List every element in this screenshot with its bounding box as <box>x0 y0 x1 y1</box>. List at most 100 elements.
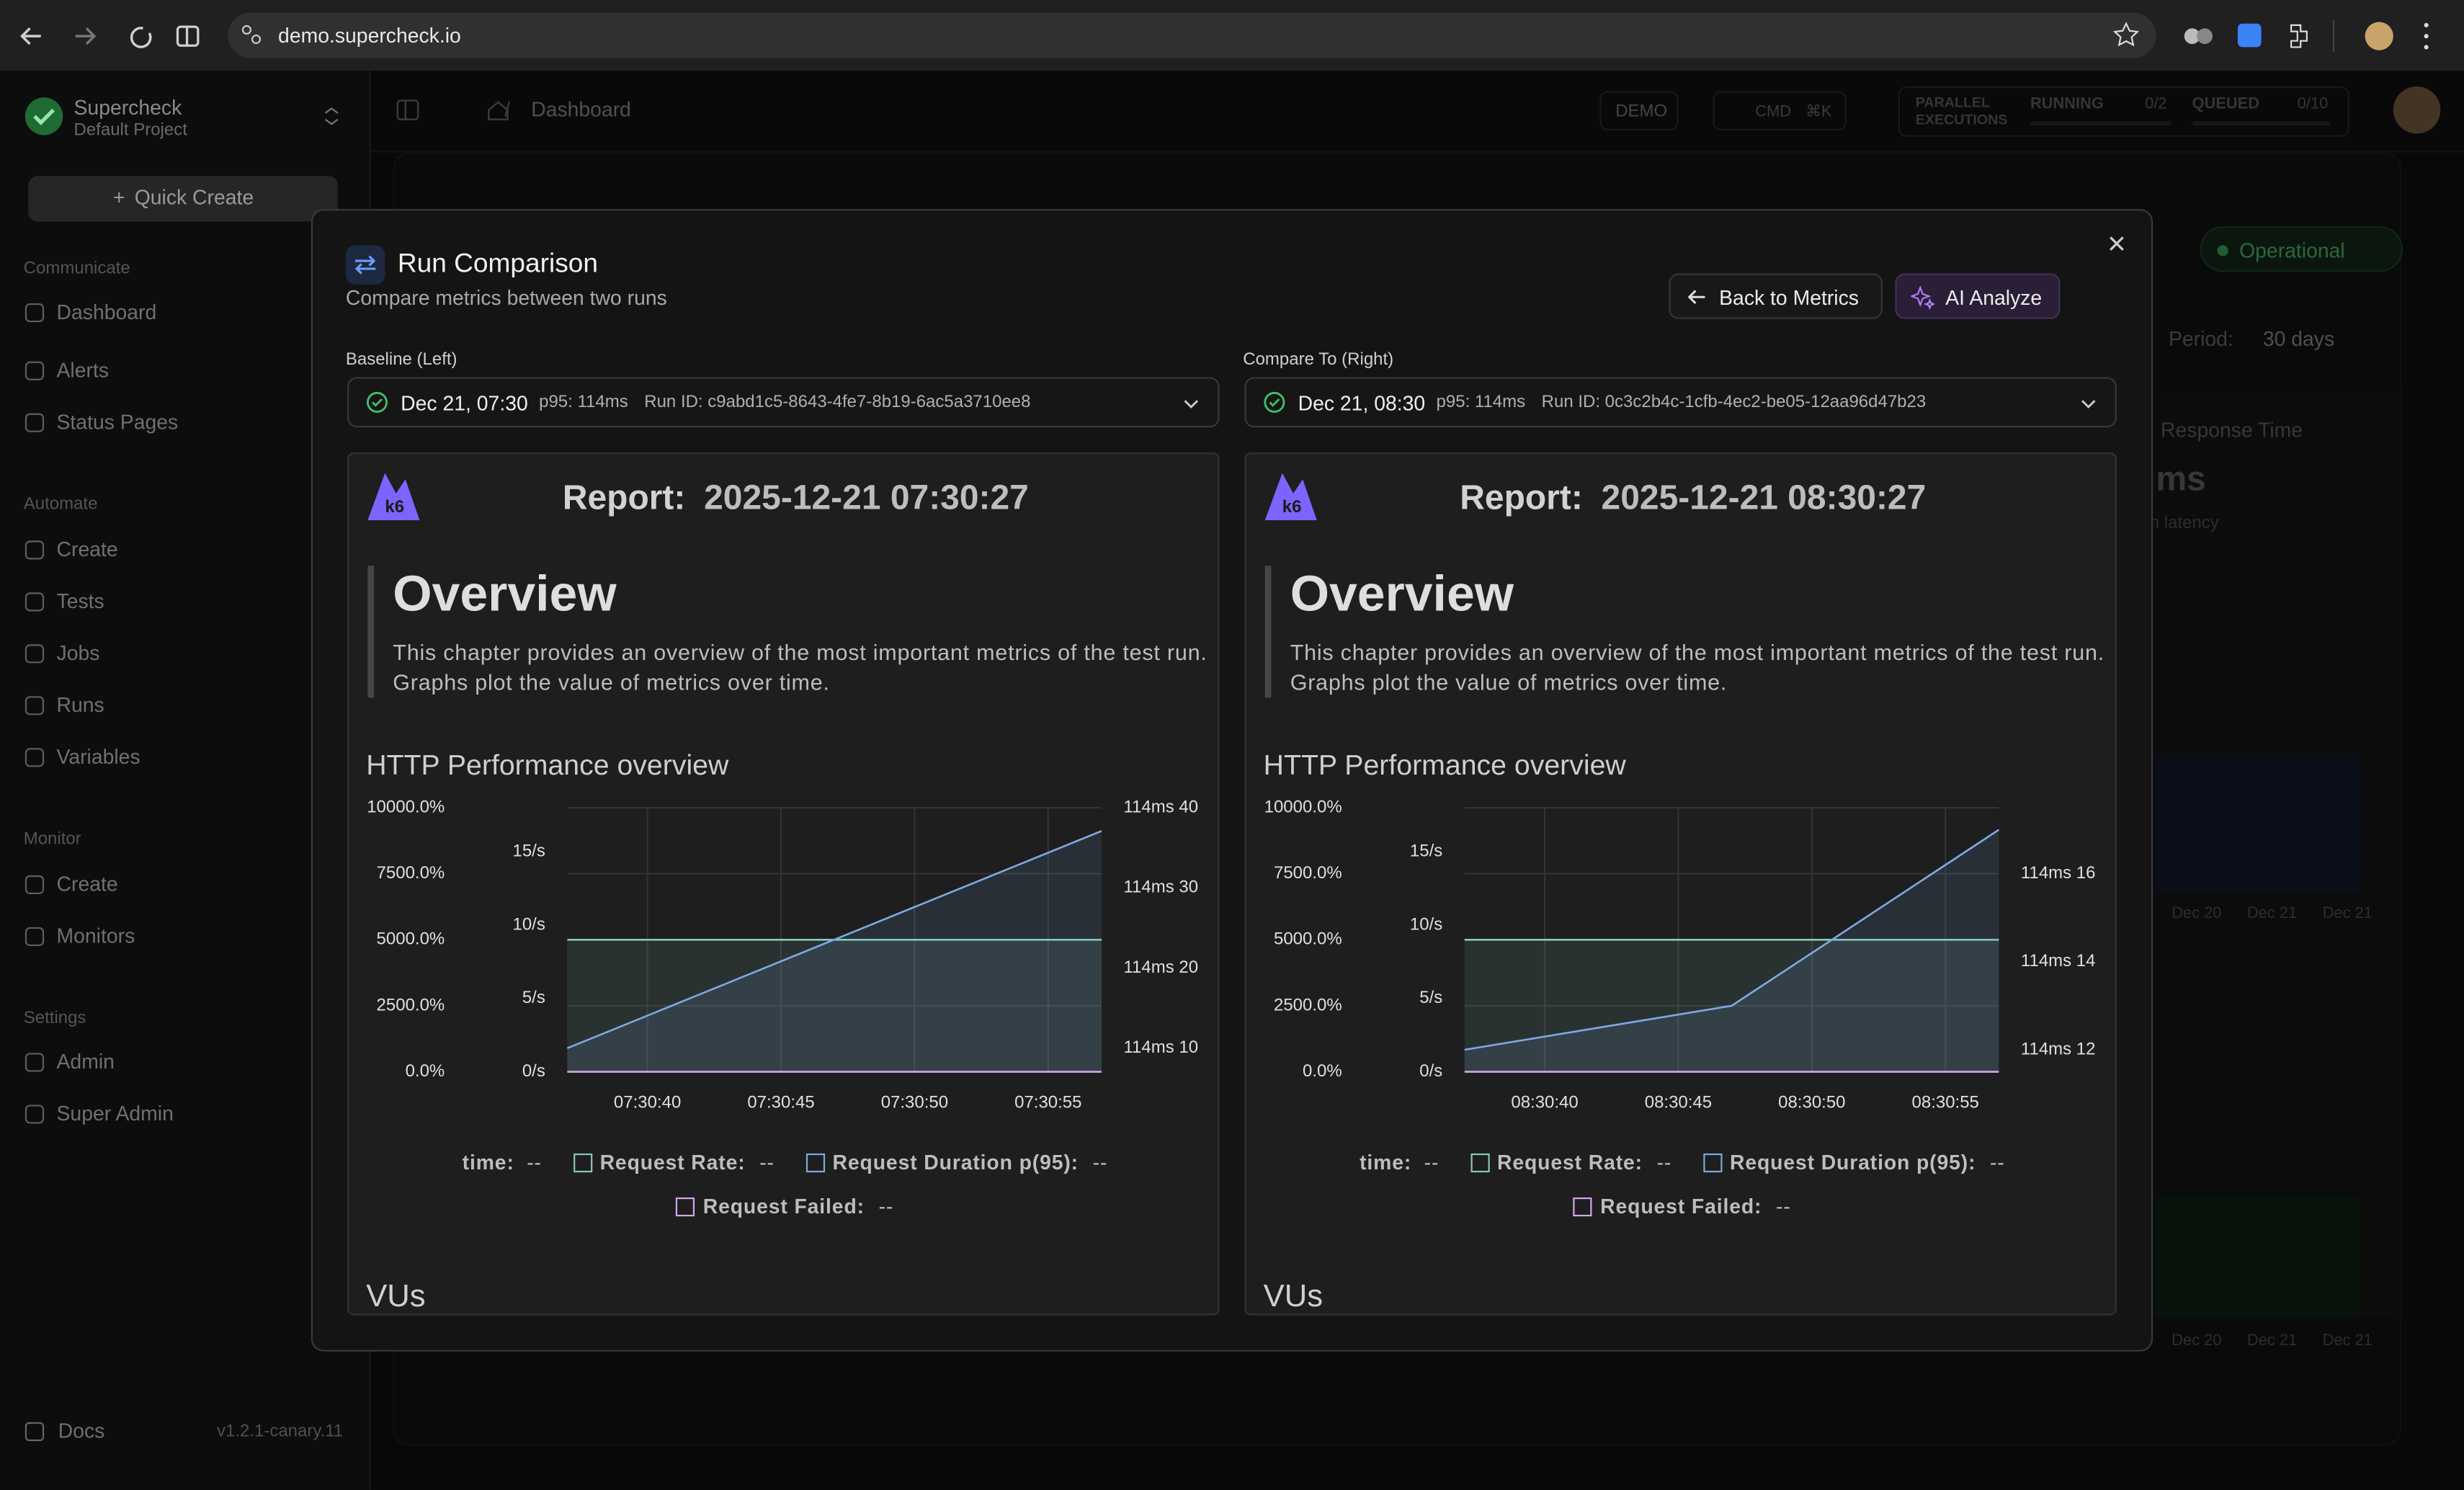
legend-value: -- <box>878 1194 894 1218</box>
y2-tick-label: 0/s <box>1419 1061 1442 1081</box>
nav-item[interactable]: Create <box>56 537 118 561</box>
nav-item[interactable]: Dashboard <box>56 300 157 324</box>
y-tick-label: 10000.0% <box>1264 797 1342 816</box>
nav-item[interactable]: Monitors <box>56 924 135 948</box>
nav-item[interactable]: Tests <box>56 589 104 613</box>
legend-label: Request Duration p(95): <box>832 1150 1079 1174</box>
extension-icons[interactable] <box>2181 17 2448 55</box>
run-p95: p95: 114ms <box>1436 393 1526 412</box>
breadcrumb: Dashboard <box>531 97 631 121</box>
chevron-shape <box>2081 400 2096 409</box>
legend-item[interactable]: Request Rate: -- <box>1470 1147 1671 1177</box>
nav-item[interactable]: Create <box>56 872 118 896</box>
search-text: CMD <box>1755 103 1791 121</box>
nav-icon-shape <box>24 696 45 715</box>
select-label: Baseline (Left) <box>345 350 457 370</box>
run-select[interactable]: Dec 21, 08:30 p95: 114ms Run ID: 0c3c2b4c-… <box>1244 377 2117 428</box>
nav-icon-shape <box>24 927 45 947</box>
series-area <box>1464 829 1999 1072</box>
y-tick-label: 7500.0% <box>1274 863 1342 883</box>
legend-x-value: -- <box>1424 1150 1439 1174</box>
back-button[interactable]: Back to Metrics <box>1669 273 1883 319</box>
nav-item[interactable]: Jobs <box>56 641 100 665</box>
legend-item[interactable]: Request Duration p(95): -- <box>1702 1147 2005 1177</box>
y2-tick-label: 5/s <box>1419 988 1442 1007</box>
bookmark-star[interactable] <box>2113 22 2139 48</box>
nav-icon-shape <box>24 748 45 767</box>
legend-swatch <box>676 1196 695 1216</box>
nav-item[interactable]: Admin <box>56 1049 115 1074</box>
card-value: ms <box>2156 458 2206 499</box>
url: demo.supercheck.io <box>278 23 461 48</box>
y2-tick-label: 5/s <box>522 988 545 1007</box>
status-dot <box>2217 245 2228 256</box>
sparkle-icon <box>1911 285 1934 310</box>
legend-item[interactable]: Request Duration p(95): -- <box>805 1147 1107 1177</box>
nav-icon <box>24 540 45 560</box>
bg-date: Dec 20 <box>2171 905 2222 923</box>
vus-title: VUs <box>366 1279 425 1313</box>
nav-icon-shape <box>24 644 45 664</box>
legend-swatch <box>805 1152 825 1172</box>
nav-icon <box>24 413 45 432</box>
y3-tick-label: 114ms 40 <box>1124 797 1199 816</box>
docs-link[interactable]: Docs <box>58 1419 105 1443</box>
section-title: Automate <box>23 495 98 514</box>
bg-chart-area <box>2154 1195 2362 1319</box>
nav-icon-shape <box>24 413 45 432</box>
avatar[interactable] <box>2393 86 2441 134</box>
report-svg: k6 Report: 2025-12-21 08:30:27 Overview HTTP… <box>1264 473 2095 1313</box>
search-button[interactable]: CMD ⌘K <box>1713 91 1847 131</box>
org-logo <box>24 97 63 135</box>
nav-icon <box>24 875 45 895</box>
y3-tick-label: 114ms 20 <box>1124 958 1199 977</box>
legend-item[interactable]: Request Failed: -- <box>1574 1191 1791 1221</box>
nav-item[interactable]: Alerts <box>56 358 110 383</box>
x-tick-label: 07:30:55 <box>1014 1092 1081 1112</box>
site-info-icon[interactable] <box>241 24 263 46</box>
url-bar[interactable]: demo.supercheck.io <box>228 12 2156 58</box>
back-text: Back to Metrics <box>1719 285 1859 310</box>
close-button[interactable] <box>2106 233 2128 255</box>
breadcrumb-icons[interactable] <box>396 99 522 124</box>
y2-tick-label: 10/s <box>1410 914 1442 934</box>
overview-text: This chapter provides an overview of the… <box>1290 639 2104 695</box>
legend-item[interactable]: Request Rate: -- <box>573 1147 774 1177</box>
series-area <box>567 940 1102 1072</box>
queued-bar <box>2192 120 2331 126</box>
chevron <box>1184 400 1199 409</box>
x-tick-label: 07:30:40 <box>614 1092 681 1112</box>
bg-date: Dec 21 <box>2247 905 2298 923</box>
nav-icon-shape <box>24 1105 45 1124</box>
nav-icon <box>24 361 45 380</box>
chevron-shape <box>1184 400 1199 409</box>
series-line <box>566 830 1102 1050</box>
legend: time: -- Request Rate: -- Request Duration p… <box>1309 1147 2055 1221</box>
legend-value: -- <box>1990 1150 2005 1174</box>
status-pill[interactable]: Operational <box>2200 226 2403 272</box>
ai-button[interactable]: AI Analyze <box>1895 273 2061 319</box>
legend-swatch <box>573 1152 592 1172</box>
run-select[interactable]: Dec 21, 07:30 p95: 114ms Run ID: c9abd1c5-… <box>347 377 1220 428</box>
card-sub: n latency <box>2149 514 2219 533</box>
nav-item[interactable]: Runs <box>56 692 104 717</box>
org-switcher[interactable] <box>322 105 341 128</box>
breadcrumb-separator: / <box>504 97 511 121</box>
nav-item[interactable]: Variables <box>56 744 140 769</box>
quick-create-button[interactable]: + Quick Create <box>28 176 338 222</box>
y-tick-label: 7500.0% <box>377 863 445 883</box>
topbar: / Dashboard DEMO CMD ⌘K PARALLEL EXECUTI… <box>370 71 2464 153</box>
nav-icons[interactable] <box>16 19 213 53</box>
version: v1.2.1-canary.11 <box>216 1422 344 1442</box>
period-value[interactable]: 30 days <box>2262 326 2335 351</box>
legend-item[interactable]: Request Failed: -- <box>676 1191 894 1221</box>
legend-swatch <box>1574 1196 1593 1216</box>
series-line <box>1464 829 2000 1051</box>
legend-swatch <box>1470 1152 1490 1172</box>
nav-item[interactable]: Status Pages <box>56 410 179 434</box>
nav-icon <box>24 1053 45 1072</box>
nav-item[interactable]: Super Admin <box>56 1101 174 1125</box>
check-mark <box>1269 398 1280 407</box>
legend-value: -- <box>1092 1150 1108 1174</box>
